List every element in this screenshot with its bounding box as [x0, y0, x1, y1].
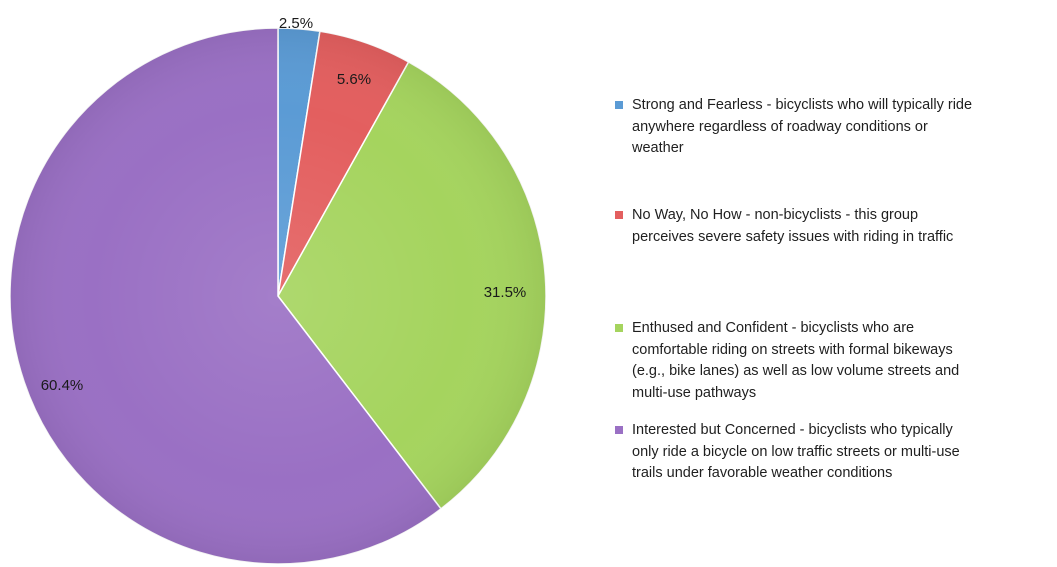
legend-label: Enthused and Confident - bicyclists who … [632, 320, 960, 401]
slice-value-label-4: 60.4% [41, 377, 84, 394]
pie-slices [9, 27, 547, 565]
slice-value-label-1: 2.5% [279, 15, 313, 32]
legend-item-2: No Way, No How - non-bicyclists - this g… [615, 205, 1055, 248]
legend-item-4: Interested but Concerned - bicyclists wh… [615, 420, 1055, 485]
slice-value-label-3: 31.5% [484, 284, 527, 301]
legend-item-1: Strong and Fearless - bicyclists who wil… [615, 95, 1055, 160]
legend-label: No Way, No How - non-bicyclists - this g… [632, 207, 954, 245]
legend-swatch [615, 101, 623, 109]
legend-swatch [615, 426, 623, 434]
legend-swatch [615, 211, 623, 219]
slice-value-label-2: 5.6% [337, 71, 371, 88]
legend-label: Strong and Fearless - bicyclists who wil… [632, 97, 973, 156]
slice-value-labels: 2.5% 5.6% 31.5% 60.4% [41, 15, 527, 394]
legend-item-3: Enthused and Confident - bicyclists who … [615, 318, 1055, 404]
legend-label: Interested but Concerned - bicyclists wh… [632, 422, 960, 481]
legend-swatch [615, 324, 623, 332]
